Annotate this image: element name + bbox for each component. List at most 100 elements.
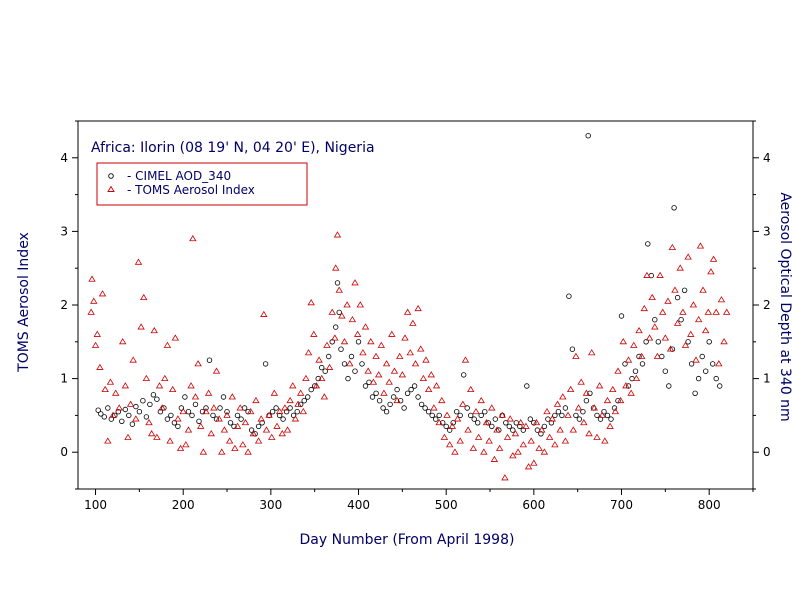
cimel-point	[273, 405, 279, 411]
cimel-point	[492, 416, 498, 422]
toms-point	[310, 330, 318, 337]
toms-point	[382, 360, 391, 367]
cimel-point	[639, 361, 646, 367]
toms-point	[648, 293, 656, 301]
toms-point	[158, 404, 166, 411]
toms-point	[268, 433, 276, 440]
cimel-point	[489, 423, 495, 430]
toms-point	[696, 242, 705, 249]
toms-point	[572, 352, 580, 359]
toms-point	[260, 310, 268, 317]
cimel-point	[283, 409, 290, 415]
cimel-point	[506, 423, 512, 430]
cimel-point	[622, 361, 628, 367]
toms-point	[673, 319, 682, 326]
cimel-point	[517, 423, 523, 430]
toms-point	[603, 396, 612, 404]
cimel-point	[119, 418, 125, 424]
toms-point	[687, 330, 695, 337]
y-axis-title-left: TOMS Aerosol Index	[16, 232, 32, 373]
toms-point	[335, 286, 343, 293]
toms-point	[359, 349, 367, 356]
toms-point	[124, 433, 132, 440]
cimel-point	[259, 420, 265, 426]
toms-point	[651, 323, 659, 330]
cimel-point	[503, 420, 509, 426]
cimel-point	[101, 414, 107, 420]
cimel-point	[301, 398, 307, 404]
toms-point	[307, 299, 315, 306]
chart-title: Africa: Ilorin (08 19' N, 04 20' E), Nig…	[91, 140, 375, 156]
cimel-point	[583, 398, 590, 404]
toms-point	[333, 231, 342, 238]
legend-marker-toms	[107, 185, 115, 192]
toms-point	[530, 459, 538, 466]
toms-point	[438, 396, 446, 404]
cimel-point	[203, 405, 209, 411]
cimel-point	[196, 418, 202, 424]
toms-point	[566, 385, 575, 393]
toms-point	[435, 418, 443, 426]
cimel-point	[262, 361, 269, 367]
cimel-point	[706, 339, 712, 345]
toms-point	[645, 334, 654, 341]
toms-point	[630, 341, 638, 348]
toms-point	[609, 385, 617, 393]
toms-point	[332, 264, 340, 271]
cimel-point	[643, 339, 649, 345]
toms-point	[498, 411, 506, 418]
cimel-point	[362, 383, 369, 389]
toms-point	[432, 382, 441, 389]
cimel-point	[604, 412, 611, 419]
toms-point	[249, 430, 258, 437]
toms-point	[527, 437, 535, 444]
toms-point	[257, 415, 265, 422]
toms-point	[593, 433, 601, 440]
toms-point	[643, 271, 651, 278]
toms-point	[283, 426, 292, 433]
cimel-point	[175, 423, 181, 430]
toms-point	[194, 360, 202, 367]
toms-point	[511, 430, 520, 437]
legend: - CIMEL AOD_340 - TOMS Aerosol Index	[96, 162, 308, 206]
cimel-point	[524, 383, 530, 389]
toms-point	[325, 363, 334, 370]
cimel-point	[408, 386, 414, 393]
cimel-point	[355, 339, 362, 345]
toms-point	[161, 374, 169, 382]
cimel-point	[580, 409, 586, 415]
cimel-point	[383, 409, 390, 415]
toms-point	[509, 452, 517, 459]
toms-point	[241, 418, 250, 426]
toms-point	[254, 437, 263, 444]
cimel-point	[422, 405, 428, 411]
cimel-point	[157, 409, 164, 415]
toms-point	[401, 334, 409, 341]
toms-point	[653, 352, 662, 359]
cimel-point	[129, 421, 136, 427]
legend-marker-cimel	[108, 173, 114, 179]
toms-point	[210, 404, 218, 411]
toms-point	[624, 356, 633, 363]
toms-point	[474, 433, 483, 440]
toms-point	[351, 279, 359, 286]
cimel-point	[685, 339, 691, 345]
toms-point	[91, 341, 100, 348]
cimel-point	[390, 394, 397, 400]
cimel-point	[429, 412, 435, 419]
toms-point	[635, 326, 643, 334]
cimel-point	[352, 368, 358, 374]
toms-point	[223, 411, 231, 418]
cimel-point	[652, 317, 658, 323]
toms-point	[409, 319, 417, 326]
toms-point	[611, 407, 620, 415]
toms-point	[590, 404, 599, 411]
toms-point	[88, 275, 96, 282]
toms-point	[414, 304, 422, 312]
toms-point	[189, 234, 197, 242]
toms-point	[233, 422, 242, 429]
toms-point	[246, 407, 255, 415]
toms-point	[142, 374, 151, 382]
toms-point	[522, 422, 530, 429]
toms-point	[524, 463, 533, 470]
